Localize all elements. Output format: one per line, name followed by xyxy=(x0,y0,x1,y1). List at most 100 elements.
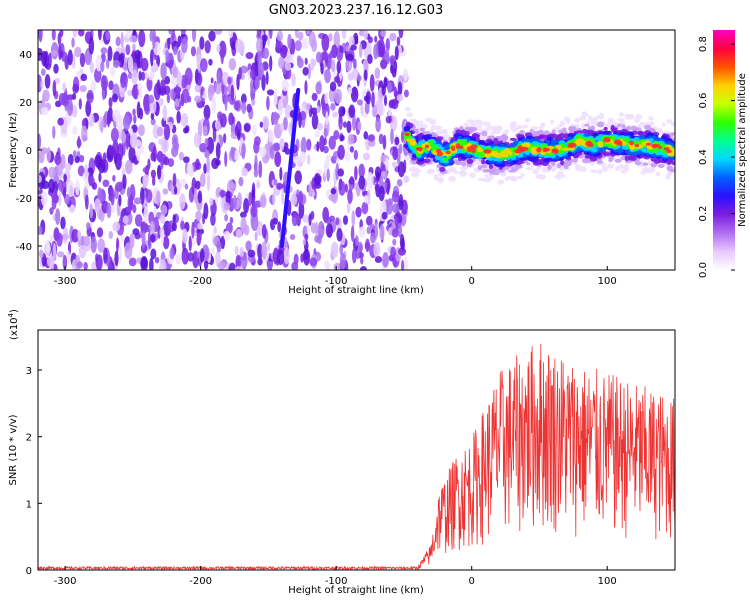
signal-blob xyxy=(510,177,518,182)
noise-blob xyxy=(165,49,170,64)
noise-blob xyxy=(354,36,359,44)
signal-blob xyxy=(506,175,514,180)
noise-blob xyxy=(307,63,312,80)
noise-blob xyxy=(346,53,354,62)
noise-blob xyxy=(293,156,301,165)
signal-blob xyxy=(610,135,616,140)
noise-blob xyxy=(266,242,271,252)
signal-blob xyxy=(555,174,563,178)
noise-blob xyxy=(370,232,376,244)
signal-streak xyxy=(279,88,301,248)
noise-blob xyxy=(89,61,95,74)
noise-blob xyxy=(195,180,201,190)
noise-blob xyxy=(40,106,49,116)
noise-blob xyxy=(329,81,337,92)
noise-blob xyxy=(347,72,354,81)
signal-blob xyxy=(488,164,494,170)
noise-blob xyxy=(102,152,107,165)
noise-blob xyxy=(219,190,227,197)
snr-series-line xyxy=(38,343,675,570)
noise-blob xyxy=(174,98,180,108)
noise-blob xyxy=(210,77,214,84)
noise-blob xyxy=(306,138,312,151)
signal-blob xyxy=(596,114,605,120)
noise-blob xyxy=(149,257,154,270)
noise-blob xyxy=(115,181,124,192)
noise-blob xyxy=(261,241,268,260)
x-tick-label: -200 xyxy=(189,276,212,287)
y-tick-label: 0 xyxy=(26,566,32,577)
noise-blob xyxy=(138,30,146,48)
noise-blob xyxy=(245,240,252,252)
signal-blob xyxy=(560,159,565,166)
noise-blob xyxy=(77,30,85,37)
noise-blob xyxy=(129,128,134,136)
noise-blob xyxy=(152,176,156,187)
noise-blob xyxy=(137,124,145,137)
signal-blob xyxy=(435,136,444,141)
noise-blob xyxy=(167,158,175,167)
noise-blob xyxy=(253,168,259,178)
noise-blob xyxy=(220,46,225,65)
noise-blob xyxy=(291,73,296,87)
noise-blob xyxy=(71,37,75,48)
noise-blob xyxy=(225,190,231,206)
noise-blob xyxy=(391,203,400,214)
signal-blob xyxy=(573,117,581,123)
noise-blob xyxy=(230,146,235,159)
noise-blob xyxy=(195,210,202,221)
noise-blob xyxy=(394,45,399,61)
noise-blob xyxy=(195,72,203,86)
noise-blob xyxy=(172,173,177,188)
signal-blob xyxy=(442,157,448,162)
noise-blob xyxy=(273,123,282,139)
noise-blob xyxy=(208,58,213,66)
noise-blob xyxy=(246,103,252,113)
noise-blob xyxy=(276,30,283,42)
noise-blob xyxy=(140,255,148,270)
signal-blob xyxy=(641,141,646,146)
signal-blob xyxy=(626,115,631,120)
noise-blob xyxy=(390,128,394,145)
noise-blob xyxy=(365,238,370,253)
signal-blob xyxy=(586,140,592,146)
noise-blob xyxy=(243,197,250,214)
noise-blob xyxy=(233,194,237,209)
noise-blob xyxy=(216,240,222,253)
noise-blob xyxy=(380,30,387,38)
noise-blob xyxy=(190,46,197,57)
noise-blob xyxy=(289,233,296,240)
signal-blob xyxy=(587,115,593,121)
signal-blob xyxy=(666,165,674,172)
noise-blob xyxy=(217,261,226,270)
noise-blob xyxy=(269,55,273,72)
noise-blob xyxy=(125,30,132,39)
noise-blob xyxy=(52,80,57,97)
signal-blob xyxy=(618,112,625,117)
noise-blob xyxy=(199,58,208,73)
noise-blob xyxy=(156,164,162,180)
noise-blob xyxy=(321,33,330,52)
noise-blob xyxy=(259,146,267,157)
noise-blob xyxy=(371,91,375,108)
noise-blob xyxy=(58,191,62,206)
noise-blob xyxy=(235,38,243,53)
signal-blob xyxy=(535,161,540,166)
noise-blob xyxy=(176,110,181,124)
signal-blob xyxy=(483,149,492,154)
noise-blob xyxy=(381,211,388,220)
spectrogram-xlabel: Height of straight line (km) xyxy=(288,285,424,296)
signal-blob xyxy=(666,119,673,125)
noise-blob xyxy=(382,251,389,268)
signal-blob xyxy=(608,158,613,163)
noise-blob xyxy=(77,165,85,177)
signal-blob xyxy=(438,178,444,184)
noise-blob xyxy=(206,174,211,192)
noise-blob xyxy=(266,95,270,111)
noise-blob xyxy=(336,60,342,74)
signal-blob xyxy=(520,173,525,178)
y-tick-label: 20 xyxy=(19,98,32,109)
noise-blob xyxy=(279,44,288,59)
noise-blob xyxy=(134,214,143,227)
